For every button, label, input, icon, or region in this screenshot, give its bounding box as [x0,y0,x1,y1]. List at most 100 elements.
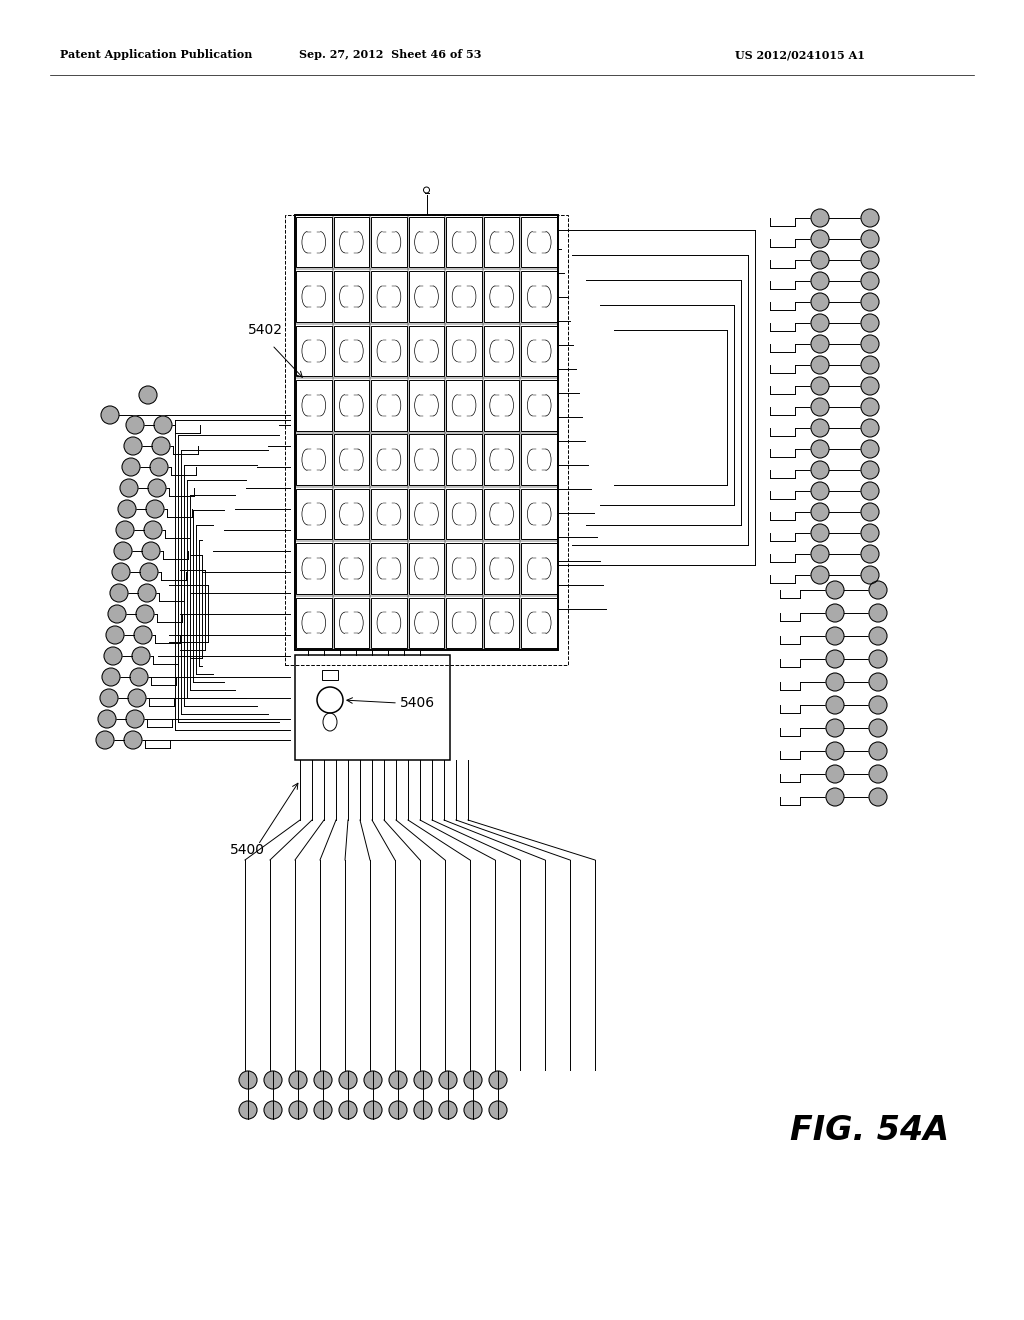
Circle shape [464,1071,482,1089]
Bar [521,216,557,268]
Circle shape [152,437,170,455]
Bar [521,272,557,322]
Bar [483,543,519,594]
Circle shape [489,1101,507,1119]
Circle shape [100,689,118,708]
Circle shape [826,788,844,807]
Ellipse shape [323,713,337,731]
Circle shape [811,545,829,564]
Bar [446,326,482,376]
Circle shape [861,503,879,521]
Bar [446,434,482,484]
Circle shape [264,1071,282,1089]
Bar [409,272,444,322]
Circle shape [150,458,168,477]
Bar [334,272,370,322]
Circle shape [826,605,844,622]
Circle shape [439,1101,457,1119]
Circle shape [439,1071,457,1089]
Circle shape [122,458,140,477]
Bar [296,543,332,594]
Circle shape [811,440,829,458]
Circle shape [108,605,126,623]
Bar [409,216,444,268]
Circle shape [811,293,829,312]
Bar [521,488,557,540]
Circle shape [869,742,887,760]
Circle shape [861,251,879,269]
Bar [334,380,370,430]
Circle shape [826,766,844,783]
Circle shape [811,314,829,333]
Bar [296,272,332,322]
Circle shape [861,440,879,458]
Circle shape [869,673,887,690]
Circle shape [811,524,829,543]
Circle shape [861,293,879,312]
Bar [334,326,370,376]
Bar [334,434,370,484]
Circle shape [102,668,120,686]
Bar [446,598,482,648]
Bar [409,598,444,648]
Circle shape [861,482,879,500]
Circle shape [811,566,829,583]
Circle shape [96,731,114,748]
Circle shape [136,605,154,623]
Bar [371,598,407,648]
Circle shape [239,1101,257,1119]
Text: FIG. 54A: FIG. 54A [791,1114,949,1147]
Bar [371,434,407,484]
Circle shape [861,356,879,374]
Circle shape [869,719,887,737]
Bar [296,434,332,484]
Circle shape [389,1101,407,1119]
Bar [296,488,332,540]
Circle shape [98,710,116,729]
Circle shape [861,524,879,543]
Text: 5402: 5402 [248,323,283,337]
Bar [322,671,338,680]
Circle shape [811,335,829,352]
Circle shape [104,647,122,665]
Bar [409,326,444,376]
Circle shape [124,731,142,748]
Bar [295,655,450,760]
Circle shape [101,407,119,424]
Bar [409,380,444,430]
Circle shape [148,479,166,498]
Text: Sep. 27, 2012  Sheet 46 of 53: Sep. 27, 2012 Sheet 46 of 53 [299,49,481,61]
Circle shape [811,482,829,500]
Circle shape [139,385,157,404]
Text: 5400: 5400 [230,843,265,857]
Bar [483,598,519,648]
Bar [483,488,519,540]
Bar [409,434,444,484]
Bar [334,598,370,648]
Bar [483,434,519,484]
Bar [334,543,370,594]
Bar [521,598,557,648]
Circle shape [826,742,844,760]
Bar [521,380,557,430]
Circle shape [861,272,879,290]
Circle shape [861,209,879,227]
Circle shape [116,521,134,539]
Circle shape [811,272,829,290]
Circle shape [869,696,887,714]
Bar [371,326,407,376]
Circle shape [132,647,150,665]
Bar [296,326,332,376]
Bar [296,380,332,430]
Circle shape [869,581,887,599]
Bar [409,543,444,594]
Circle shape [138,583,156,602]
Circle shape [140,564,158,581]
Circle shape [364,1071,382,1089]
Circle shape [861,378,879,395]
Circle shape [811,251,829,269]
Circle shape [414,1101,432,1119]
Circle shape [114,543,132,560]
Circle shape [811,418,829,437]
Circle shape [861,418,879,437]
